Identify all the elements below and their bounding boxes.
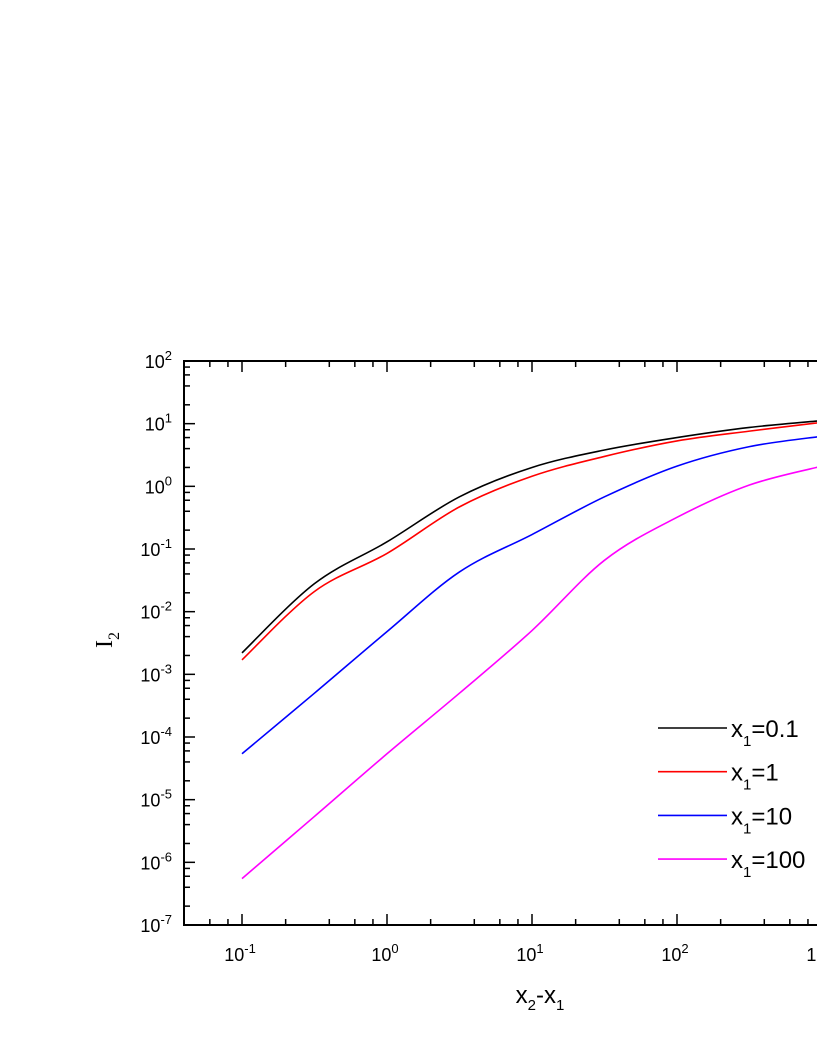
x-tick-label: 103 <box>806 941 817 965</box>
x-tick-label: 10-1 <box>224 941 256 965</box>
y-tick-label: 10-2 <box>140 599 172 623</box>
y-tick-label: 10-3 <box>140 661 172 685</box>
y-tick-label: 10-4 <box>140 724 172 748</box>
series-line-1 <box>241 422 817 661</box>
legend-label-3: x1=100 <box>731 847 805 881</box>
y-tick-label: 100 <box>145 473 172 497</box>
plot-frame <box>183 360 817 926</box>
legend-label-2: x1=10 <box>731 803 792 837</box>
y-tick-label: 10-6 <box>140 849 172 873</box>
x-axis-label: x2-x1 <box>516 982 565 1014</box>
y-axis-label: I2 <box>92 632 123 648</box>
plot-area: 10-1 100 101 102 103 10-7 10-6 10-5 10-4 10-3 10-2… <box>140 348 817 965</box>
series-line-0 <box>241 420 817 654</box>
legend-label-1: x1=1 <box>731 760 779 794</box>
series-line-2 <box>241 436 817 755</box>
y-tick-label: 10-5 <box>140 787 172 811</box>
x-tick-label: 101 <box>516 941 543 965</box>
legend-label-0: x1=0.1 <box>731 716 799 750</box>
x-tick-label: 102 <box>661 941 688 965</box>
y-tick-label: 10-1 <box>140 536 172 560</box>
y-tick-label: 101 <box>145 411 172 435</box>
series-line-3 <box>241 466 817 880</box>
y-tick-label: 10-7 <box>140 912 172 936</box>
y-tick-label: 102 <box>145 348 172 372</box>
x-tick-label: 100 <box>371 941 398 965</box>
